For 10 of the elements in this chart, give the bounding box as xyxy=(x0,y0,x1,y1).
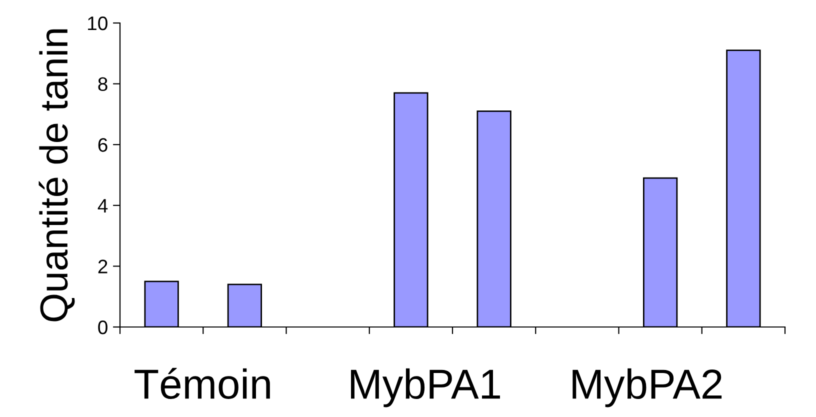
y-tick-label: 0 xyxy=(98,320,108,334)
y-tick-label: 4 xyxy=(98,199,108,212)
y-axis-title: Quantité de tanin xyxy=(38,29,75,322)
text: MybPA1 xyxy=(351,368,500,408)
text: Témoin xyxy=(134,368,270,399)
y-tick-label: 2 xyxy=(98,260,108,274)
text: MybPA2 xyxy=(572,368,722,408)
y-tick-label: 10 xyxy=(88,16,108,30)
y-tick-label: 8 xyxy=(98,77,108,92)
y-tick-label: 6 xyxy=(98,138,108,152)
